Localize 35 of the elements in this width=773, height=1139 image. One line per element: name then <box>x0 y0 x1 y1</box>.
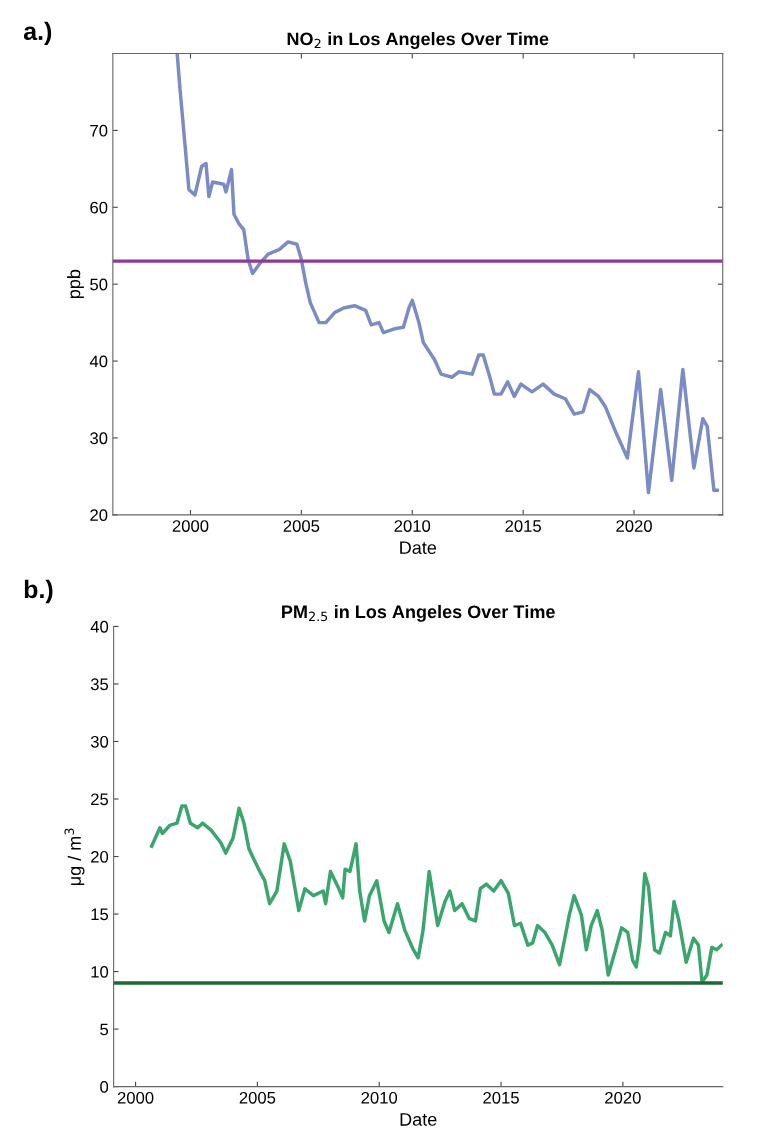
x-tick-label: 2020 <box>605 1091 641 1104</box>
chart-title: PM$_{2.5}$ in Los Angeles Over Time <box>282 604 555 622</box>
y-tick-label: 40 <box>89 355 108 368</box>
x-axis-title: Date <box>400 1113 437 1126</box>
y-tick-label: 5 <box>100 1023 109 1036</box>
y-tick-label: 60 <box>90 201 108 214</box>
y-tick-label: 20 <box>91 850 109 863</box>
x-tick-label: 2005 <box>239 1091 276 1104</box>
x-tick-label: 2010 <box>361 1091 398 1104</box>
x-tick-label: 2000 <box>172 520 209 532</box>
y-axis-title: μg / m$^{3}$ <box>64 828 85 886</box>
x-tick-label: 2010 <box>394 520 431 532</box>
x-tick-label: 2005 <box>283 520 320 532</box>
text: b.) <box>24 579 53 604</box>
y-tick-label: 20 <box>90 509 108 522</box>
y-tick-label: 0 <box>100 1081 109 1093</box>
x-axis-title: Date <box>400 541 437 555</box>
y-tick-label: 40 <box>90 620 109 633</box>
text: a.) <box>23 21 52 46</box>
y-tick-label: 15 <box>91 908 109 921</box>
x-tick-label: 2000 <box>117 1091 154 1104</box>
line-series <box>175 53 719 495</box>
y-tick-label: 30 <box>90 735 109 748</box>
x-tick-label: 2015 <box>483 1091 519 1104</box>
y-tick-label: 35 <box>90 678 109 691</box>
y-tick-label: 50 <box>90 278 108 291</box>
y-tick-label: 30 <box>90 432 108 445</box>
chart-title: NO$_{2}$ in Los Angeles Over Time <box>287 32 549 49</box>
y-tick-label: 70 <box>90 124 108 137</box>
y-tick-label: 25 <box>91 793 109 806</box>
line-series <box>149 804 723 984</box>
y-tick-label: 10 <box>91 965 109 978</box>
x-tick-label: 2015 <box>505 520 541 532</box>
x-tick-label: 2020 <box>616 520 652 532</box>
y-axis-title: ppb <box>67 269 84 299</box>
